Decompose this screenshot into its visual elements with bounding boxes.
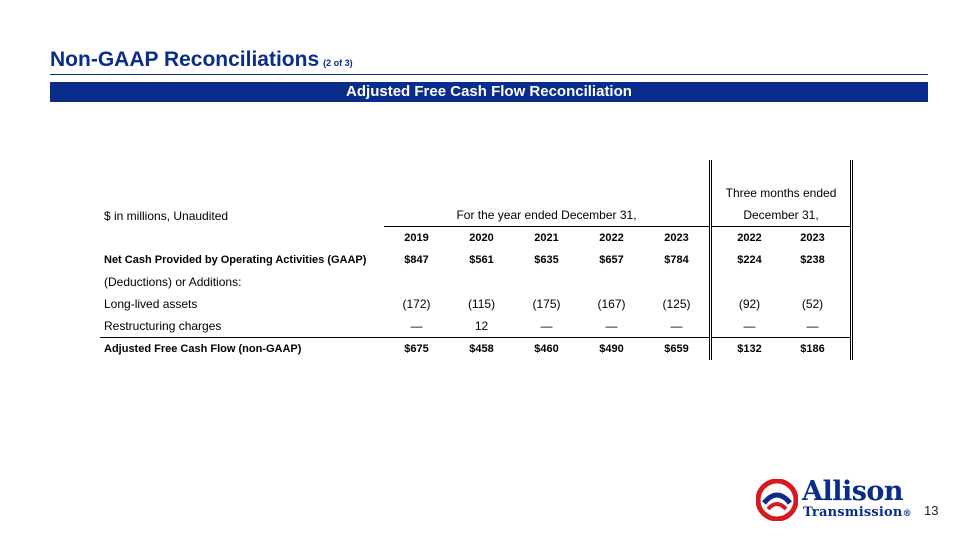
logo-word-transmission: Transmission® xyxy=(803,505,912,520)
annual-value: (125) xyxy=(662,297,691,311)
quarter-year-header: 2022 xyxy=(718,226,781,249)
page-number: 13 xyxy=(924,503,939,518)
annual-value: — xyxy=(540,319,553,333)
quarter-value: $224 xyxy=(737,254,762,266)
quarter-value: — xyxy=(806,319,819,333)
page-title-sub: (2 of 3) xyxy=(323,58,353,68)
annual-value xyxy=(579,271,644,293)
annual-value: — xyxy=(670,319,683,333)
allison-logo: Allison Transmission® xyxy=(756,476,920,522)
annual-value: $635 xyxy=(534,254,559,266)
year-header: 2020 xyxy=(449,226,514,249)
quarter-value: $238 xyxy=(800,254,825,266)
row-label: (Deductions) or Additions: xyxy=(104,275,242,289)
table-row: Adjusted Free Cash Flow (non-GAAP) $675 $4… xyxy=(100,337,853,360)
annual-value: $847 xyxy=(404,254,429,266)
year-header: 2019 xyxy=(384,226,449,249)
quarter-value xyxy=(718,271,781,293)
row-label: Restructuring charges xyxy=(104,319,222,333)
quarter-value xyxy=(781,271,844,293)
year-header: 2022 xyxy=(579,226,644,249)
row-label: Long-lived assets xyxy=(104,297,198,311)
annual-value: $561 xyxy=(469,254,494,266)
quarter-value: (92) xyxy=(738,297,761,311)
annual-value: (167) xyxy=(597,297,626,311)
annual-value: $490 xyxy=(579,337,644,360)
quarter-value: (52) xyxy=(801,297,824,311)
annual-value: (115) xyxy=(467,297,496,311)
section-banner: Adjusted Free Cash Flow Reconciliation xyxy=(50,82,928,102)
reconciliation-table: $ in millions, Unaudited For the year en… xyxy=(100,160,853,360)
annual-value: $458 xyxy=(449,337,514,360)
annual-value: $675 xyxy=(384,337,449,360)
row-label: Net Cash Provided by Operating Activitie… xyxy=(104,254,367,266)
allison-logo-mark-icon xyxy=(756,479,798,521)
quarter-value: — xyxy=(743,319,756,333)
quarter-header-line2: December 31, xyxy=(743,208,819,222)
table-row: Long-lived assets (172) (115) (175) (167) (12… xyxy=(100,293,853,315)
logo-word-allison: Allison xyxy=(802,476,904,507)
table-row: Restructuring charges — 12 — — — — — xyxy=(100,315,853,338)
annual-value: (172) xyxy=(402,297,431,311)
annual-value xyxy=(449,271,514,293)
annual-value: (175) xyxy=(532,297,561,311)
annual-value: — xyxy=(410,319,423,333)
annual-value xyxy=(644,271,711,293)
page-title-text: Non-GAAP Reconciliations xyxy=(50,48,320,71)
quarter-value: $186 xyxy=(781,337,844,360)
annual-value: — xyxy=(605,319,618,333)
year-header: 2023 xyxy=(644,226,711,249)
annual-value: $460 xyxy=(514,337,579,360)
annual-value xyxy=(514,271,579,293)
annual-value: 12 xyxy=(474,319,489,333)
annual-value: $784 xyxy=(664,254,689,266)
quarter-header: Three months ended December 31, xyxy=(718,182,844,227)
page-title: Non-GAAP Reconciliations (2 of 3) xyxy=(50,48,353,75)
unit-label: $ in millions, Unaudited xyxy=(104,208,229,223)
table-row: (Deductions) or Additions: xyxy=(100,271,853,293)
year-header: 2021 xyxy=(514,226,579,249)
quarter-year-header: 2023 xyxy=(781,226,844,249)
quarter-value: $132 xyxy=(718,337,781,360)
year-row: 2019 2020 2021 2022 2023 2022 2023 xyxy=(100,226,853,249)
quarter-header-line1: Three months ended xyxy=(725,186,837,200)
annual-value: $659 xyxy=(644,337,711,360)
header-row: $ in millions, Unaudited For the year en… xyxy=(100,182,853,227)
table-row: Net Cash Provided by Operating Activitie… xyxy=(100,249,853,271)
annual-value: $657 xyxy=(599,254,624,266)
header-spacer-row xyxy=(100,160,853,182)
title-divider xyxy=(50,74,928,75)
annual-header: For the year ended December 31, xyxy=(456,208,637,222)
row-label: Adjusted Free Cash Flow (non-GAAP) xyxy=(100,337,384,360)
annual-value xyxy=(384,271,449,293)
